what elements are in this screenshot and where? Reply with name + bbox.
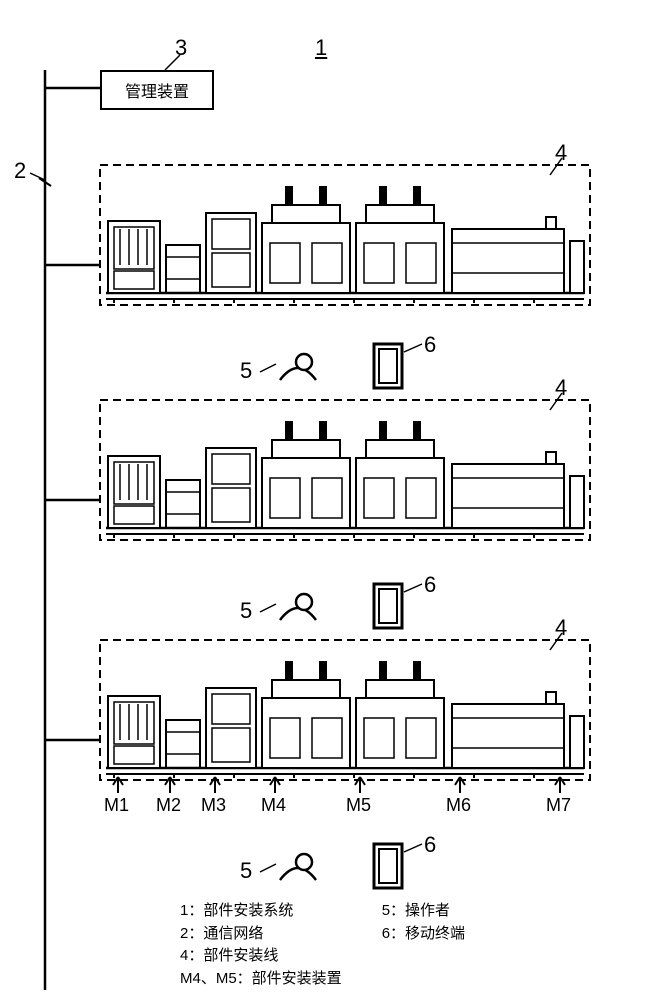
line-ref: 4 xyxy=(555,615,567,641)
production-line xyxy=(100,400,590,540)
legend-item: 4：部件安装线 xyxy=(180,945,342,968)
operator-ref: 5 xyxy=(240,858,252,884)
line-ref: 4 xyxy=(555,140,567,166)
mobile-terminal-icon xyxy=(370,580,410,635)
operator-icon xyxy=(276,850,326,890)
operator-ref: 5 xyxy=(240,598,252,624)
diagram-title-ref: 1 xyxy=(315,35,327,61)
production-line xyxy=(100,165,590,305)
machine-label: M2 xyxy=(156,795,181,816)
line-ref: 4 xyxy=(555,375,567,401)
legend-item: 5：操作者 xyxy=(382,900,465,923)
legend-item: 6：移动终端 xyxy=(382,923,465,946)
machine-label: M4 xyxy=(261,795,286,816)
machine-label: M1 xyxy=(104,795,129,816)
machine-label: M7 xyxy=(546,795,571,816)
production-line xyxy=(100,640,590,780)
operator-ref: 5 xyxy=(240,358,252,384)
terminal-ref: 6 xyxy=(424,332,436,358)
machine-label: M5 xyxy=(346,795,371,816)
operator-icon xyxy=(276,590,326,630)
mgmt-ref: 3 xyxy=(175,35,187,61)
legend-item: 2：通信网络 xyxy=(180,923,342,946)
network-ref: 2 xyxy=(14,158,26,184)
machine-label: M3 xyxy=(201,795,226,816)
operator-icon xyxy=(276,350,326,390)
management-device-box: 管理装置 xyxy=(100,70,214,110)
mobile-terminal-icon xyxy=(370,340,410,395)
legend-item: M4、M5：部件安装装置 xyxy=(180,968,342,991)
machine-label: M6 xyxy=(446,795,471,816)
terminal-ref: 6 xyxy=(424,572,436,598)
mobile-terminal-icon xyxy=(370,840,410,895)
legend-item: 1：部件安装系统 xyxy=(180,900,342,923)
legend: 1：部件安装系统2：通信网络4：部件安装线M4、M5：部件安装装置 5：操作者6：… xyxy=(180,900,600,990)
terminal-ref: 6 xyxy=(424,832,436,858)
